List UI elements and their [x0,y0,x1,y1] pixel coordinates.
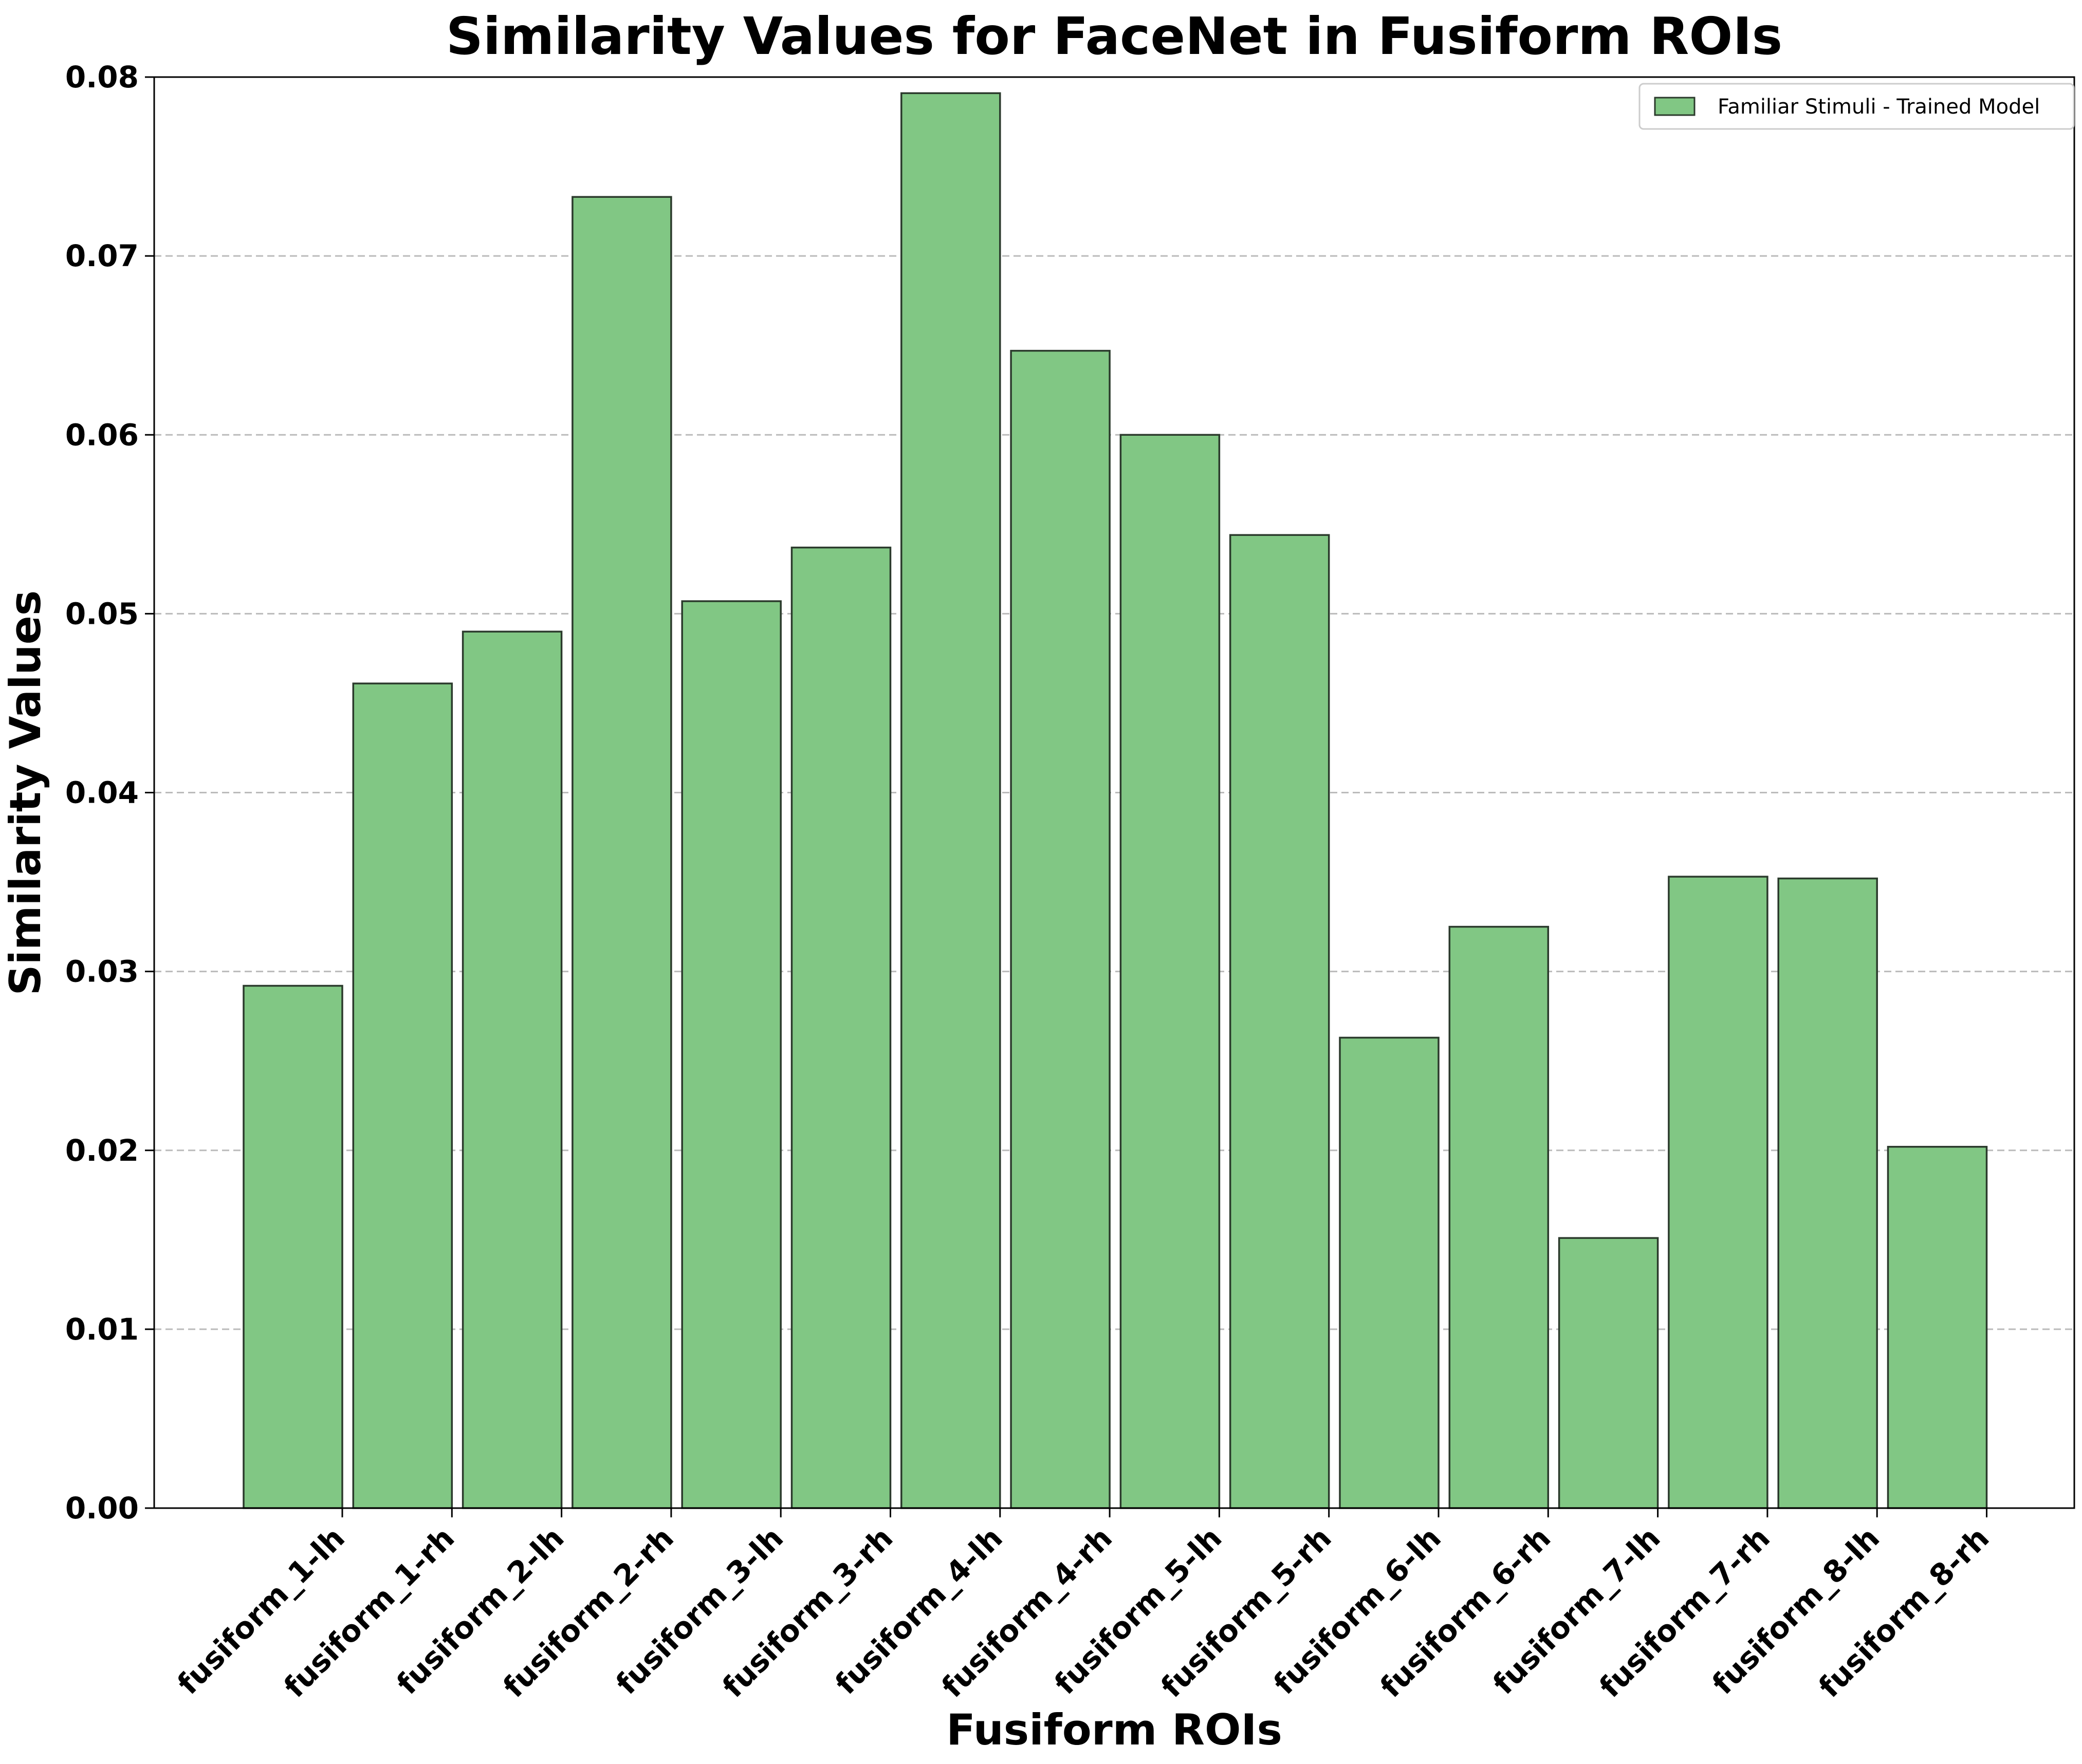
y-tick-label: 0.02 [65,1133,139,1168]
legend-frame [1638,83,2075,130]
y-tick-label: 0.00 [65,1491,139,1526]
bars [243,92,1988,1509]
y-axis-label: Similarity Values [1,590,50,996]
legend: Familiar Stimuli - Trained Model [1638,83,2075,130]
bar-fusiform_1-rh [352,682,453,1509]
y-axis-ticks: 0.00 0.01 0.02 0.03 0.04 0.05 0.06 0.07 0.08 [65,60,154,1526]
bar-fusiform_2-lh [462,630,563,1509]
y-tick-label: 0.06 [65,417,139,452]
y-tick-label: 0.01 [65,1312,139,1347]
bar-fusiform_8-rh [1887,1146,1988,1509]
chart-title: Similarity Values for FaceNet in Fusifor… [446,6,1782,66]
bar-fusiform_6-rh [1448,925,1550,1509]
bar-fusiform_1-lh [243,985,343,1509]
legend-label: Familiar Stimuli - Trained Model [1718,95,2040,119]
bar-fusiform_4-rh [1010,349,1111,1509]
legend-swatch [1654,97,1696,116]
y-tick-label: 0.04 [65,775,139,810]
bar-fusiform_5-lh [1119,434,1221,1509]
bar-fusiform_3-lh [681,600,782,1509]
y-tick-label: 0.05 [65,596,139,631]
bar-fusiform_2-rh [572,196,672,1509]
bar-fusiform_7-rh [1668,876,1768,1509]
bar-fusiform_7-lh [1558,1237,1659,1509]
bar-fusiform_4-lh [900,92,1001,1509]
bar-fusiform_8-lh [1777,877,1878,1509]
y-tick-label: 0.07 [65,238,139,273]
x-axis-label: Fusiform ROIs [946,1705,1282,1755]
y-tick-label: 0.03 [65,954,139,989]
bar-fusiform_6-lh [1339,1036,1440,1509]
bar-fusiform_5-rh [1229,534,1330,1509]
y-tick-label: 0.08 [65,60,139,95]
bar-fusiform_3-rh [790,546,892,1509]
